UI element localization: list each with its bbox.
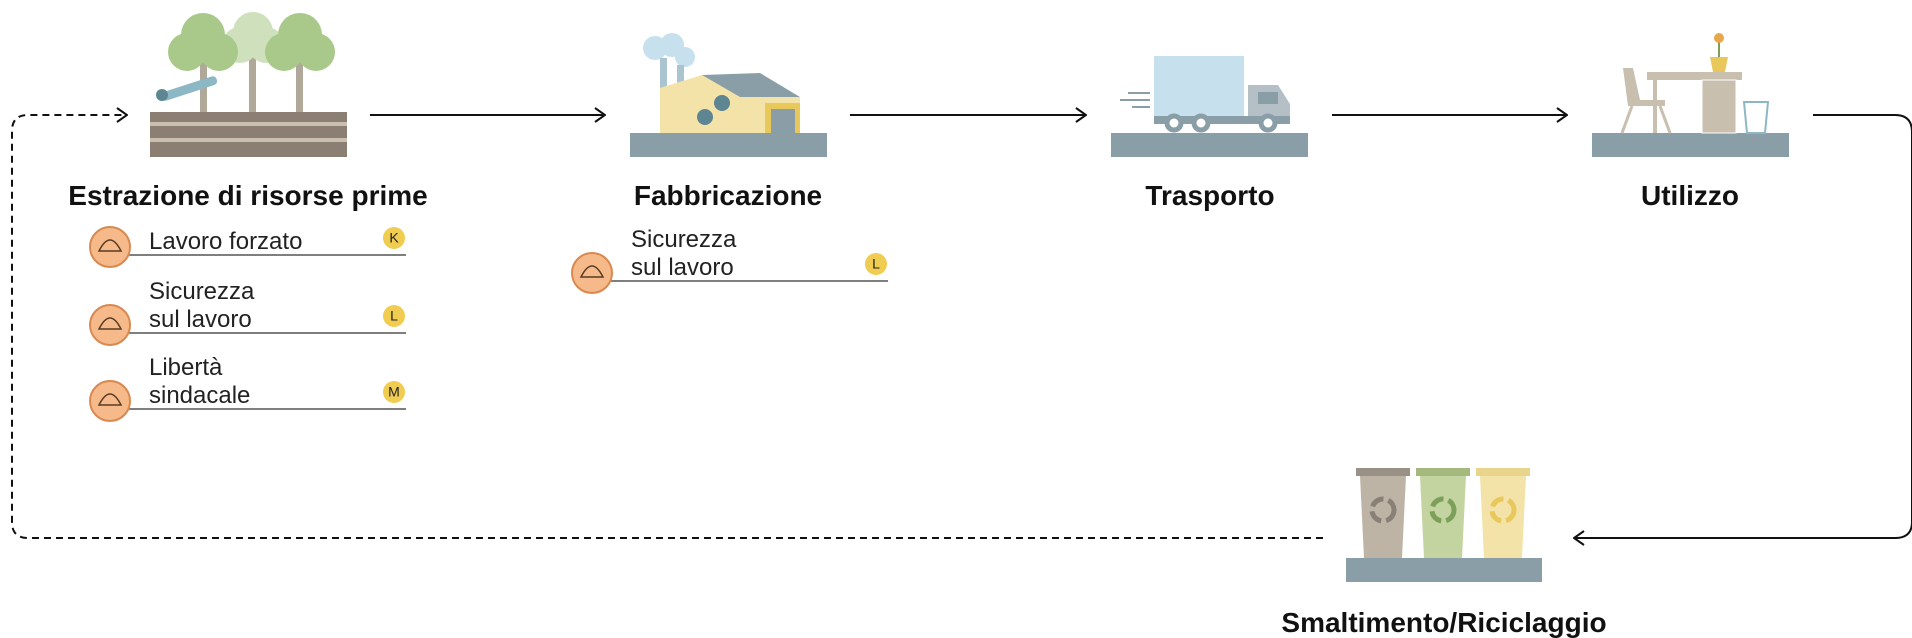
extraction-icon <box>150 12 347 157</box>
risk-label: Sicurezza <box>631 226 737 253</box>
factory-icon <box>630 33 827 157</box>
risk-code: M <box>388 384 400 400</box>
risk-label: Libertà <box>149 354 223 381</box>
stage-title: Estrazione di risorse prime <box>68 180 427 211</box>
risk-label: Lavoro forzato <box>149 228 302 255</box>
stage-title: Utilizzo <box>1641 180 1739 211</box>
risk-code: L <box>390 308 398 324</box>
stage-title: Trasporto <box>1145 180 1274 211</box>
risk-icon <box>90 227 130 267</box>
risk-label: sul lavoro <box>631 254 734 281</box>
arrows <box>12 115 1912 538</box>
risk-code: L <box>872 256 880 272</box>
risk-label: sindacale <box>149 382 250 409</box>
risk-code: K <box>389 230 399 246</box>
risk-icon <box>90 305 130 345</box>
stage-title: Smaltimento/Riciclaggio <box>1281 607 1606 638</box>
risk-icon <box>572 253 612 293</box>
risk-label: sul lavoro <box>149 306 252 333</box>
risk-label: Sicurezza <box>149 278 255 305</box>
truck-icon <box>1111 56 1308 157</box>
desk-icon <box>1592 33 1789 157</box>
risk-icon <box>90 381 130 421</box>
stage-title: Fabbricazione <box>634 180 822 211</box>
lifecycle-diagram: Estrazione di risorse prime Lavoro forzat… <box>0 0 1912 638</box>
bins-icon <box>1346 468 1542 582</box>
